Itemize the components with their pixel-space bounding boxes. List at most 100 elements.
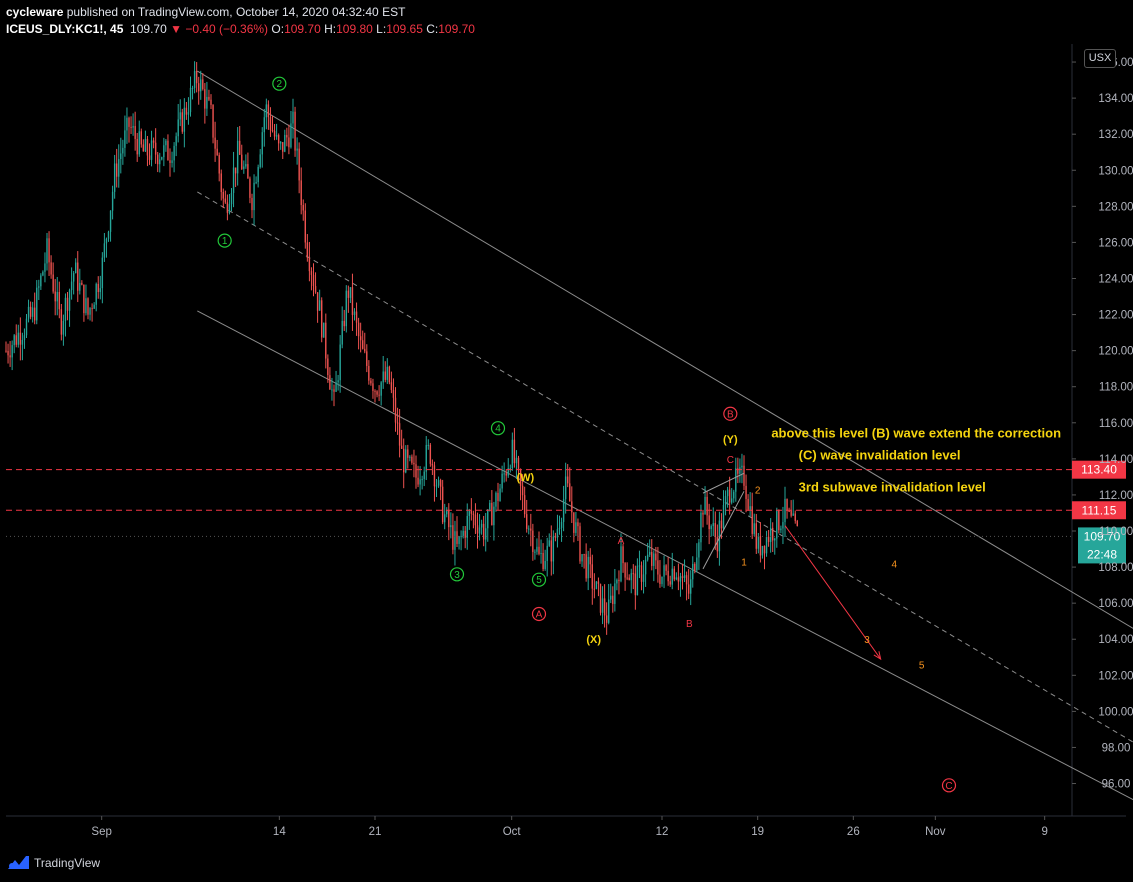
candle-body (161, 157, 163, 160)
candle (429, 443, 432, 467)
candle (400, 429, 403, 449)
candle (571, 486, 573, 524)
candle-body (458, 536, 460, 544)
candle (206, 81, 208, 116)
candle (21, 332, 24, 361)
candle-body (83, 284, 85, 314)
candle-body (581, 554, 583, 562)
candle (712, 507, 714, 537)
candle-body (653, 553, 655, 566)
candle-body (21, 339, 24, 345)
candle (485, 512, 487, 552)
footer-brand[interactable]: TradingView (6, 854, 100, 874)
candle-body (34, 307, 36, 321)
candle (558, 515, 561, 535)
author-name[interactable]: cycleware (6, 5, 64, 19)
time-axis[interactable]: Sep 14 21 Oct 12 19 26 Nov 9 (91, 816, 1048, 838)
x-tick-label: 21 (369, 826, 382, 838)
candle-body (142, 144, 145, 152)
candle (403, 438, 405, 489)
candle-body (175, 136, 177, 146)
candle (282, 142, 284, 160)
candle (116, 148, 118, 188)
candle (538, 531, 540, 556)
candle (612, 586, 614, 613)
candle-body (796, 520, 798, 527)
candle (216, 139, 218, 156)
candle (796, 519, 798, 527)
candle (526, 499, 528, 533)
candle-body (530, 528, 532, 531)
candle-body (261, 132, 263, 155)
candle-body (167, 140, 169, 161)
candle-body (236, 140, 239, 174)
candle-body (347, 290, 350, 298)
candle-body (468, 511, 470, 516)
candle-body (649, 551, 651, 555)
candle (749, 492, 751, 517)
candle (388, 365, 391, 385)
candle-body (183, 107, 186, 132)
candle-body (312, 274, 315, 286)
candle (296, 137, 298, 165)
candle (113, 154, 116, 199)
currency-badge[interactable]: USX (1084, 49, 1116, 68)
candle (171, 151, 173, 168)
candle-body (364, 348, 366, 352)
candle (357, 317, 360, 350)
candle (17, 324, 19, 348)
candle (517, 455, 520, 481)
candle (591, 554, 593, 605)
candle (583, 553, 585, 569)
change-text: −0.40 (−0.36%) (185, 22, 269, 36)
candle (13, 334, 15, 354)
candle (667, 557, 669, 586)
candle (177, 104, 179, 143)
candle (597, 577, 600, 597)
candle (247, 152, 249, 179)
candle (659, 560, 661, 588)
candle (130, 116, 132, 134)
candle (228, 194, 231, 215)
candle-body (148, 155, 151, 160)
candle (454, 520, 456, 566)
candle (85, 284, 87, 316)
wave-label-circle (449, 567, 465, 582)
plot-area[interactable] (6, 44, 1126, 817)
candle-body (75, 262, 77, 274)
candle-body (608, 599, 610, 623)
candle-body (769, 527, 772, 542)
candle-body (663, 565, 665, 577)
y-tick-label: 96.00 (1102, 779, 1131, 791)
candle-body (728, 489, 731, 503)
candle-body (130, 126, 132, 128)
candle-body (140, 131, 142, 145)
price-axis[interactable]: 136.00134.00132.00130.00128.00126.00124.… (1072, 57, 1133, 791)
candle (167, 134, 169, 161)
candle (50, 255, 52, 279)
candle (118, 144, 120, 188)
candle-body (298, 148, 300, 181)
y-tick-label: 106.00 (1098, 598, 1133, 610)
candle-body (380, 382, 382, 396)
candle-body (792, 513, 794, 516)
candle (413, 449, 415, 478)
candle-body (562, 499, 565, 522)
candle-body (761, 545, 764, 556)
candle (200, 70, 202, 100)
candle-body (116, 163, 118, 177)
candle-body (661, 576, 663, 584)
candle (669, 575, 671, 587)
candle-body (321, 300, 323, 338)
candle-body (339, 344, 341, 381)
candle-body (554, 536, 557, 538)
symbol-name[interactable]: ICEUS_DLY:KC1!, 45 (6, 22, 124, 36)
candle (122, 139, 124, 165)
candle-body (675, 577, 678, 580)
candle (501, 465, 503, 493)
candle (556, 514, 559, 548)
candle-body (597, 581, 600, 584)
candle-body (501, 473, 503, 489)
candle (230, 188, 233, 212)
